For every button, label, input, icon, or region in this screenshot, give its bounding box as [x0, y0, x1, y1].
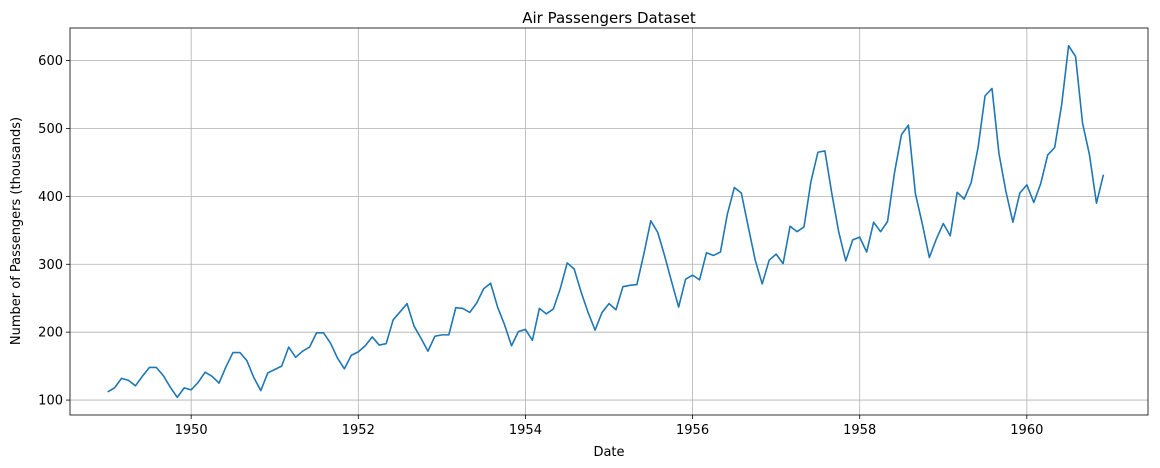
chart-title: Air Passengers Dataset [522, 9, 696, 27]
y-tick-label: 400 [38, 190, 63, 205]
axes-frame [69, 27, 1149, 416]
axis-ticks: 1950 1952 1954 1956 1958 1960 100 200 300 400 500 6… [38, 54, 1043, 438]
y-tick-label: 200 [38, 326, 63, 341]
y-axis-label: Number of Passengers (thousands) [9, 117, 24, 345]
y-tick-label: 100 [38, 394, 63, 409]
grid-lines [70, 28, 1148, 415]
y-tick-label: 300 [38, 258, 63, 273]
plot-area [107, 44, 1105, 399]
x-axis-label: Date [593, 445, 624, 460]
x-tick-label: 1952 [342, 423, 375, 438]
series-line [107, 44, 1105, 399]
y-tick-label: 600 [38, 54, 63, 69]
x-tick-label: 1954 [509, 423, 542, 438]
y-tick-label: 500 [38, 122, 63, 137]
x-tick-label: 1956 [676, 423, 709, 438]
x-tick-label: 1958 [843, 423, 876, 438]
x-tick-label: 1960 [1010, 423, 1043, 438]
x-tick-label: 1950 [175, 423, 208, 438]
